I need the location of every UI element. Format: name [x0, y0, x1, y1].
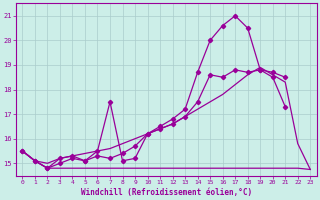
- X-axis label: Windchill (Refroidissement éolien,°C): Windchill (Refroidissement éolien,°C): [81, 188, 252, 197]
